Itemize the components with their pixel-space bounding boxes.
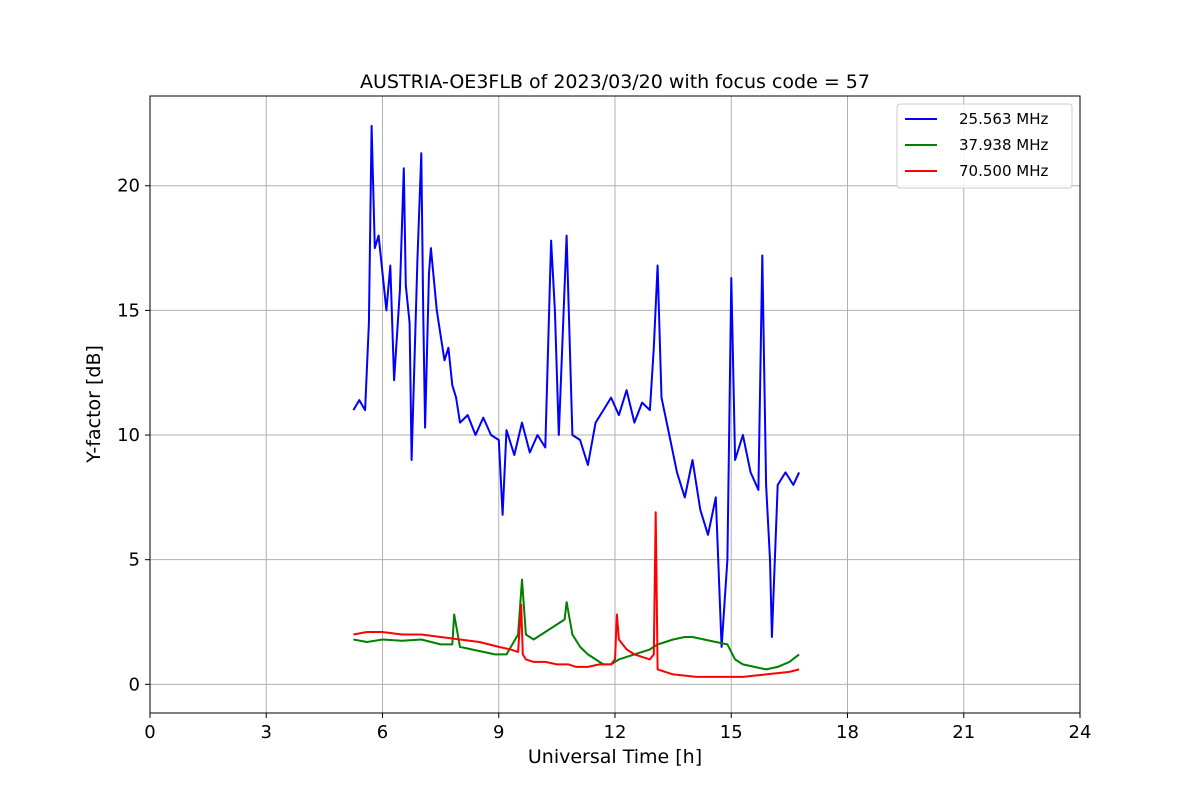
- x-tick-label: 24: [1069, 722, 1092, 743]
- series-line-1: [352, 124, 801, 648]
- y-tick-label: 15: [117, 300, 140, 321]
- x-axis-label: Universal Time [h]: [528, 746, 702, 768]
- legend-label: 70.500 MHz: [959, 162, 1048, 180]
- series-line-3: [353, 511, 800, 678]
- x-tick-label: 6: [377, 722, 388, 743]
- x-tick-label: 12: [604, 722, 627, 743]
- x-tick-label: 15: [720, 722, 743, 743]
- chart-title: AUSTRIA-OE3FLB of 2023/03/20 with focus …: [360, 71, 870, 93]
- y-tick-label: 10: [117, 425, 140, 446]
- y-tick-label: 5: [129, 550, 140, 571]
- x-tick-label: 3: [261, 722, 272, 743]
- ticks: 0 3 6 9 12 15 18 21 24 0 5 10 15 20: [117, 176, 1091, 743]
- x-tick-label: 0: [144, 722, 155, 743]
- y-axis-label: Y-factor [dB]: [83, 345, 105, 464]
- x-tick-label: 18: [836, 722, 859, 743]
- legend-box: [896, 103, 1073, 189]
- legend-label: 25.563 MHz: [959, 110, 1048, 128]
- legend-label: 37.938 MHz: [959, 136, 1048, 154]
- series-line-2: [353, 578, 800, 671]
- y-tick-label: 20: [117, 176, 140, 197]
- y-tick-label: 0: [129, 674, 140, 695]
- x-tick-label: 21: [952, 722, 975, 743]
- legend: 25.563 MHz 37.938 MHz 70.500 MHz: [896, 103, 1073, 189]
- x-tick-label: 9: [493, 722, 504, 743]
- series-layer: [352, 124, 801, 678]
